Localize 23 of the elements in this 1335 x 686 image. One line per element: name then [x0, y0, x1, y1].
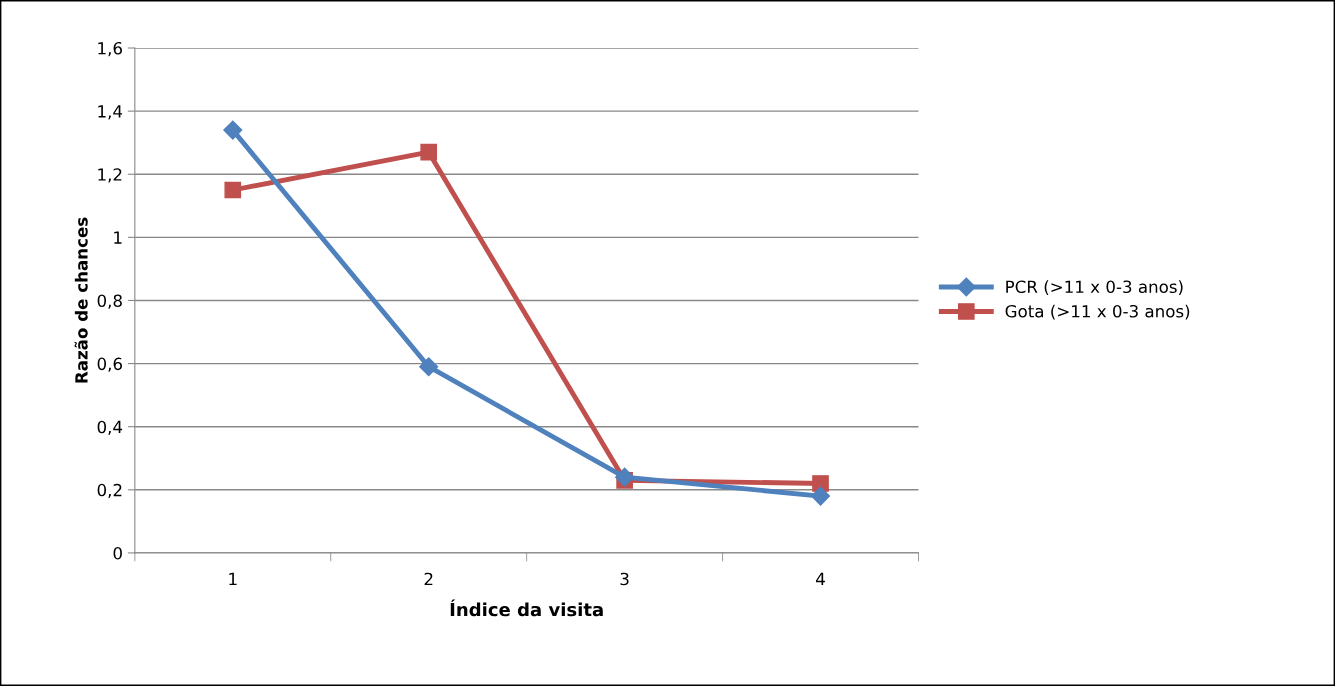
- y-axis-title: Razão de chances: [74, 217, 88, 383]
- legend-label: Gota (>11 x 0-3 anos): [1005, 304, 1190, 320]
- legend-label: PCR (>11 x 0-3 anos): [1006, 280, 1183, 296]
- point: [419, 357, 439, 377]
- y-tick-label: 1,4: [98, 105, 123, 120]
- y-tick-label: 0: [113, 546, 122, 560]
- y-tick-label: 1: [114, 231, 122, 244]
- x-tick-label: 1: [229, 572, 237, 586]
- y-tick-label: 0,8: [97, 294, 122, 309]
- point: [224, 181, 242, 199]
- point: [420, 143, 438, 161]
- x-tick-label: 3: [620, 572, 629, 586]
- y-tick-label: 0,4: [97, 420, 123, 435]
- x-tick-label: 4: [816, 572, 825, 586]
- y-tick-label: 1,2: [98, 168, 122, 183]
- y-tick-label: 1,6: [98, 41, 122, 57]
- point: [615, 467, 635, 487]
- y-tick-label: 0,2: [97, 483, 122, 499]
- y-tick-label: 0,6: [97, 357, 122, 372]
- x-axis-title: Índice da visita: [450, 599, 603, 617]
- x-tick-label: 2: [424, 572, 433, 586]
- point: [223, 120, 243, 140]
- point: [810, 486, 831, 506]
